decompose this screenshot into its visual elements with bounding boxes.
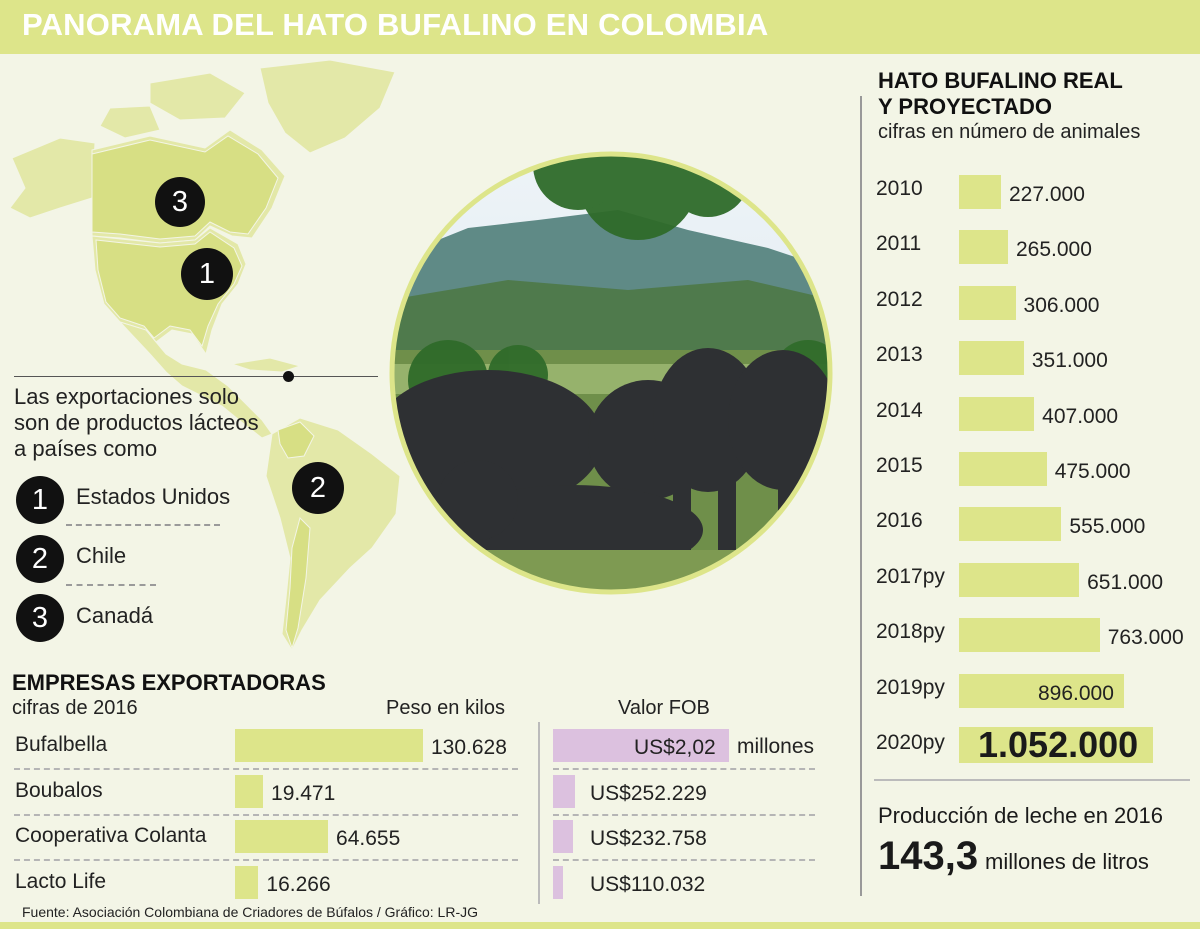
herd-value: 896.000 bbox=[1038, 681, 1114, 705]
herd-title-line1: HATO BUFALINO REAL bbox=[878, 68, 1123, 93]
herd-bar bbox=[959, 230, 1008, 265]
country-label-usa: Estados Unidos bbox=[76, 484, 231, 509]
colombia-dot bbox=[283, 371, 294, 382]
weight-bar bbox=[235, 866, 259, 899]
row-separator bbox=[14, 768, 518, 770]
company-name: Cooperativa Colanta bbox=[15, 824, 207, 847]
company-name: Lacto Life bbox=[15, 870, 107, 893]
year-label: 2013 bbox=[876, 343, 923, 367]
map-marker-canada: 3 bbox=[155, 177, 205, 227]
country-divider bbox=[66, 524, 220, 526]
row-separator bbox=[14, 814, 518, 816]
year-label: 2020py bbox=[876, 731, 945, 754]
weight-value: 19.471 bbox=[271, 782, 336, 805]
herd-bar bbox=[959, 285, 1016, 320]
year-label: 2014 bbox=[876, 398, 923, 422]
country-label-chile: Chile bbox=[76, 543, 127, 568]
row-separator bbox=[553, 859, 815, 861]
herd-title-line2: Y PROYECTADO bbox=[878, 94, 1052, 119]
year-label: 2015 bbox=[876, 454, 923, 477]
exports-note: Las exportaciones solo son de productos … bbox=[14, 384, 259, 461]
milk-unit: millones de litros bbox=[985, 849, 1149, 874]
companies-subtitle: cifras de 2016 bbox=[12, 697, 138, 719]
fob-bar bbox=[553, 866, 563, 899]
weight-value: 64.655 bbox=[336, 827, 401, 850]
herd-bar bbox=[959, 175, 1001, 209]
herd-value: 351.000 bbox=[1031, 349, 1108, 373]
weight-bar bbox=[235, 775, 264, 808]
herd-bar bbox=[959, 452, 1047, 486]
colombia-pointer-line bbox=[14, 376, 378, 377]
herd-value: 227.000 bbox=[1009, 183, 1085, 206]
weight-bar bbox=[235, 820, 329, 853]
herd-subtitle: cifras en número de animales bbox=[878, 121, 1141, 143]
year-label: 2018py bbox=[876, 620, 945, 644]
herd-bar bbox=[959, 507, 1062, 542]
buffalo-photo bbox=[389, 151, 833, 595]
herd-value: 1.052.000 bbox=[978, 724, 1139, 765]
herd-bar bbox=[959, 396, 1035, 431]
company-name: Boubalos bbox=[15, 779, 103, 802]
fob-bar bbox=[553, 729, 729, 762]
milk-value: 143,3 bbox=[878, 834, 979, 878]
weight-value: 130.628 bbox=[431, 736, 507, 759]
country-number-1: 1 bbox=[16, 476, 64, 524]
herd-value: 306.000 bbox=[1023, 293, 1100, 317]
fob-bar bbox=[553, 820, 574, 853]
fob-unit-label: millones bbox=[737, 735, 815, 758]
herd-bar bbox=[959, 341, 1024, 376]
footer-band bbox=[0, 922, 1200, 929]
fob-value: US$232.758 bbox=[590, 827, 707, 850]
weight-bar bbox=[235, 729, 423, 762]
fob-value: US$110.032 bbox=[590, 873, 706, 896]
company-name: Bufalbella bbox=[15, 733, 108, 756]
year-label: 2019py bbox=[876, 675, 945, 699]
year-label: 2016 bbox=[876, 509, 923, 533]
herd-value: 651.000 bbox=[1087, 570, 1164, 594]
row-separator bbox=[14, 859, 518, 861]
year-label: 2012 bbox=[876, 287, 923, 311]
header-band bbox=[0, 0, 1200, 54]
country-divider bbox=[66, 584, 156, 586]
source-note: Fuente: Asociación Colombiana de Criador… bbox=[22, 904, 479, 920]
row-separator bbox=[553, 768, 815, 770]
herd-bar bbox=[959, 673, 1125, 708]
row-separator bbox=[553, 814, 815, 816]
herd-bar bbox=[959, 562, 1080, 597]
herd-value: 475.000 bbox=[1054, 460, 1131, 483]
map-marker-usa: 1 bbox=[181, 248, 233, 300]
weight-value: 16.266 bbox=[266, 873, 331, 896]
map-chile bbox=[285, 517, 311, 650]
fob-value: US$2,02 bbox=[634, 736, 716, 759]
herd-value: 763.000 bbox=[1107, 626, 1184, 650]
year-label: 2017py bbox=[876, 564, 945, 588]
companies-title: EMPRESAS EXPORTADORAS bbox=[12, 670, 326, 695]
fob-column-header: Valor FOB bbox=[618, 697, 710, 719]
milk-divider bbox=[874, 779, 1190, 781]
fob-value: US$252.229 bbox=[590, 782, 707, 805]
year-label: 2010 bbox=[876, 177, 923, 200]
map-marker-chile: 2 bbox=[292, 462, 344, 514]
herd-value: 265.000 bbox=[1016, 238, 1092, 262]
herd-value: 555.000 bbox=[1069, 515, 1146, 539]
right-panel-divider bbox=[860, 96, 862, 896]
herd-value: 407.000 bbox=[1042, 404, 1119, 428]
column-divider bbox=[538, 722, 540, 904]
country-label-canada: Canadá bbox=[76, 603, 154, 628]
page-title: PANORAMA DEL HATO BUFALINO EN COLOMBIA bbox=[22, 7, 769, 42]
map-colombia bbox=[277, 421, 315, 459]
year-label: 2011 bbox=[876, 232, 922, 256]
weight-column-header: Peso en kilos bbox=[386, 697, 505, 719]
herd-bar bbox=[959, 618, 1100, 653]
herd-bar bbox=[959, 727, 1153, 763]
country-number-2: 2 bbox=[16, 535, 64, 583]
milk-label: Producción de leche en 2016 bbox=[878, 803, 1163, 828]
country-number-3: 3 bbox=[16, 594, 64, 642]
fob-bar bbox=[553, 775, 575, 808]
